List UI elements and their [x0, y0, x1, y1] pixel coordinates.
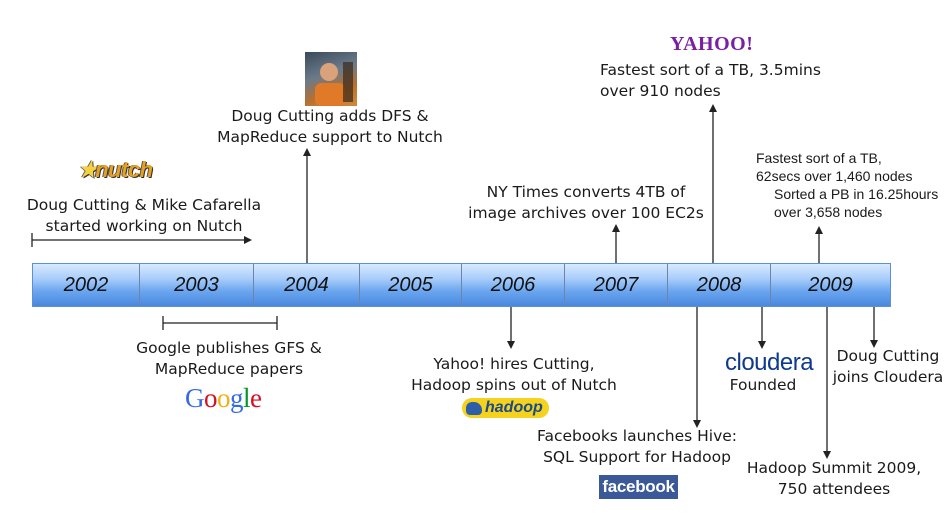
event-sort-2009: Fastest sort of a TB, 62secs over 1,460 …	[748, 149, 939, 221]
event-text-line: Founded	[729, 376, 797, 394]
event-nytimes: NY Times converts 4TB of image archives …	[454, 182, 718, 224]
year-2005: 2005	[360, 264, 462, 306]
google-logo: Google	[185, 383, 262, 413]
year-2008: 2008	[668, 264, 771, 306]
star-icon: ★	[78, 157, 98, 182]
event-gfs-papers: Google publishes GFS & MapReduce papers	[114, 338, 344, 380]
event-text-line: over 910 nodes	[600, 82, 721, 100]
event-text-line: Fastest sort of a TB,	[756, 150, 882, 166]
facebook-logo: facebook	[599, 475, 678, 499]
year-2004: 2004	[254, 264, 360, 306]
event-text-line: Doug Cutting adds DFS &	[231, 107, 429, 125]
event-text-line: NY Times converts 4TB of	[486, 183, 686, 201]
person-photo-icon	[315, 62, 353, 106]
hadoop-logo: hadoop	[462, 398, 549, 418]
event-text-line: MapReduce papers	[154, 360, 304, 378]
nutch-logo: ★nutch	[78, 157, 153, 183]
event-text-line: Fastest sort of a TB, 3.5mins	[600, 61, 821, 79]
nutch-logo-text: nutch	[95, 157, 153, 182]
doug-cutting-portrait	[305, 52, 357, 106]
event-yahoo-hires: Yahoo! hires Cutting, Hadoop spins out o…	[398, 354, 630, 396]
event-text-line: MapReduce support to Nutch	[217, 128, 443, 146]
yahoo-logo: YAHOO!	[670, 33, 754, 55]
year-2009: 2009	[808, 273, 853, 296]
cloudera-logo: cloudera	[725, 349, 814, 376]
event-text-line: Sorted a PB in 16.25hours	[774, 186, 939, 202]
event-text-line: Hadoop Summit 2009,	[746, 459, 922, 477]
hadoop-logo-text: hadoop	[485, 399, 543, 416]
event-text-line: Hadoop spins out of Nutch	[411, 376, 617, 394]
event-text-line: Google publishes GFS &	[136, 339, 322, 357]
year-2002: 2002	[33, 264, 140, 306]
event-text-line: Yahoo! hires Cutting,	[433, 355, 595, 373]
event-text-line: Facebooks launches Hive:	[536, 427, 738, 445]
year-2003: 2003	[140, 264, 254, 306]
event-text-line: 750 attendees	[777, 480, 891, 498]
event-text-line: started working on Nutch	[45, 217, 243, 235]
event-summit: Hadoop Summit 2009, 750 attendees	[742, 458, 926, 500]
year-2007: 2007	[565, 264, 668, 306]
event-text-line: Doug Cutting	[836, 347, 940, 365]
event-text-line: joins Cloudera	[832, 368, 944, 386]
event-yahoo-sort: Fastest sort of a TB, 3.5mins over 910 n…	[600, 60, 850, 102]
timeline-bar: 2002 2003 2004 2005 2006 2007 2008 2009	[32, 263, 891, 307]
event-text-line: 62secs over 1,460 nodes	[756, 168, 913, 184]
event-text-line: over 3,658 nodes	[774, 204, 883, 220]
event-nutch-start: Doug Cutting & Mike Cafarella started wo…	[8, 195, 280, 237]
event-text-line: image archives over 100 EC2s	[468, 204, 704, 222]
event-joins-cloudera: Doug Cutting joins Cloudera	[828, 346, 948, 388]
elephant-icon	[466, 401, 482, 415]
event-hive: Facebooks launches Hive: SQL Support for…	[526, 426, 748, 468]
event-text-line: Doug Cutting & Mike Cafarella	[26, 196, 262, 214]
event-cloudera-founded: Founded	[718, 375, 808, 396]
event-text-line: SQL Support for Hadoop	[543, 448, 731, 466]
event-dfs-nutch: Doug Cutting adds DFS & MapReduce suppor…	[205, 106, 455, 148]
year-2006: 2006	[462, 264, 565, 306]
